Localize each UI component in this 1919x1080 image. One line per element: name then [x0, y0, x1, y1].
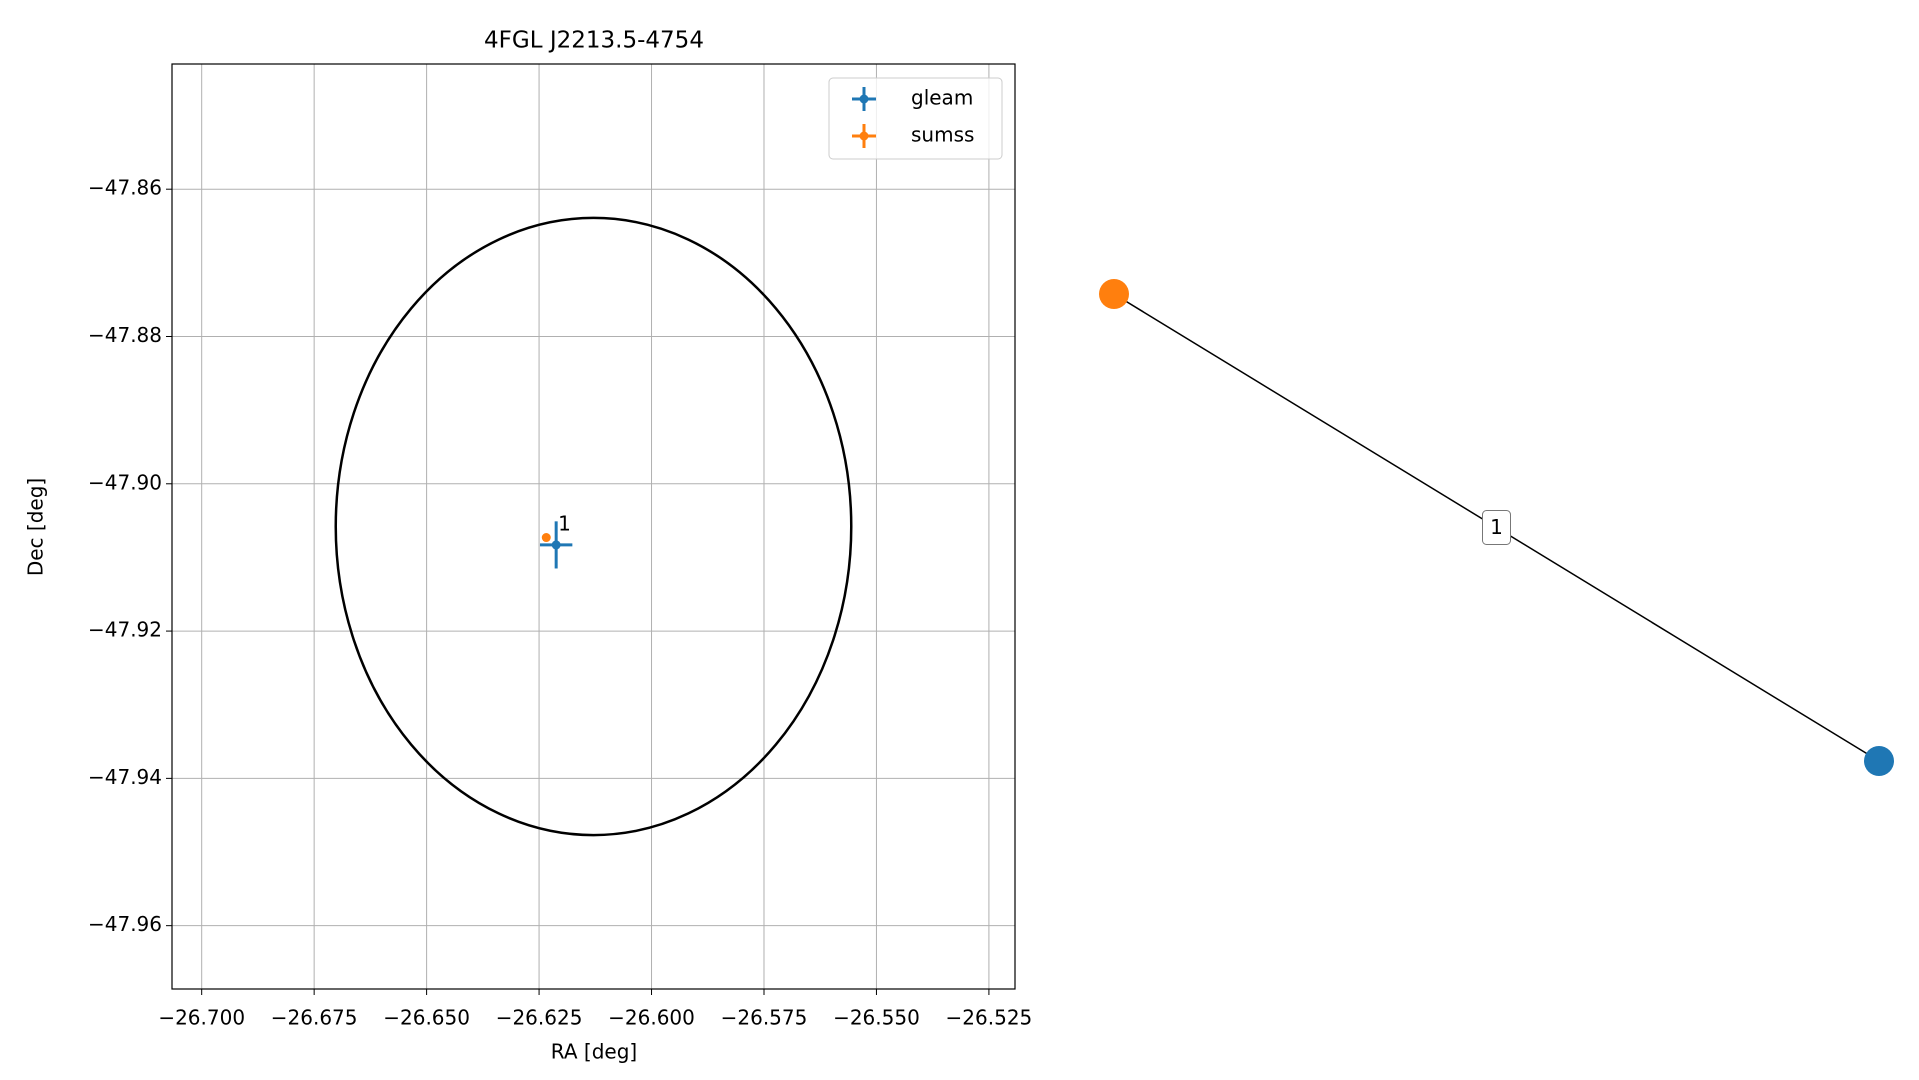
y-axis-label: Dec [deg] [24, 478, 48, 576]
uncertainty-ellipse [334, 216, 853, 837]
x-tick-label: −26.550 [833, 1006, 920, 1030]
x-tick-label: −26.600 [608, 1006, 695, 1030]
legend-label: sumss [911, 123, 974, 147]
y-tick-label: −47.92 [88, 618, 162, 642]
data-point [541, 533, 551, 543]
plot-frame [171, 63, 1016, 990]
legend-label: gleam [911, 86, 973, 110]
legend: gleam sumss [828, 77, 1003, 160]
y-tick-label: −47.86 [88, 176, 162, 200]
y-tick-label: −47.94 [88, 765, 162, 789]
chart-title: 4FGL J2213.5-4754 [484, 28, 704, 54]
data-point [551, 540, 561, 550]
edge-label-box [1482, 510, 1511, 545]
y-tick-label: −47.88 [88, 323, 162, 347]
legend-marker [859, 94, 869, 104]
graph-node [1864, 746, 1894, 776]
x-tick-label: −26.700 [158, 1006, 245, 1030]
legend-marker [859, 131, 869, 141]
x-tick-label: −26.675 [271, 1006, 358, 1030]
x-axis-label: RA [deg] [551, 1040, 637, 1064]
graph-node [1099, 279, 1129, 309]
point-annotation: 1 [558, 511, 571, 535]
x-tick-label: −26.575 [721, 1006, 808, 1030]
x-tick-label: −26.650 [383, 1006, 470, 1030]
y-tick-label: −47.90 [88, 470, 162, 494]
x-tick-label: −26.525 [946, 1006, 1033, 1030]
edge-label: 1 [1490, 515, 1503, 539]
x-tick-label: −26.625 [496, 1006, 583, 1030]
y-tick-label: −47.96 [88, 912, 162, 936]
